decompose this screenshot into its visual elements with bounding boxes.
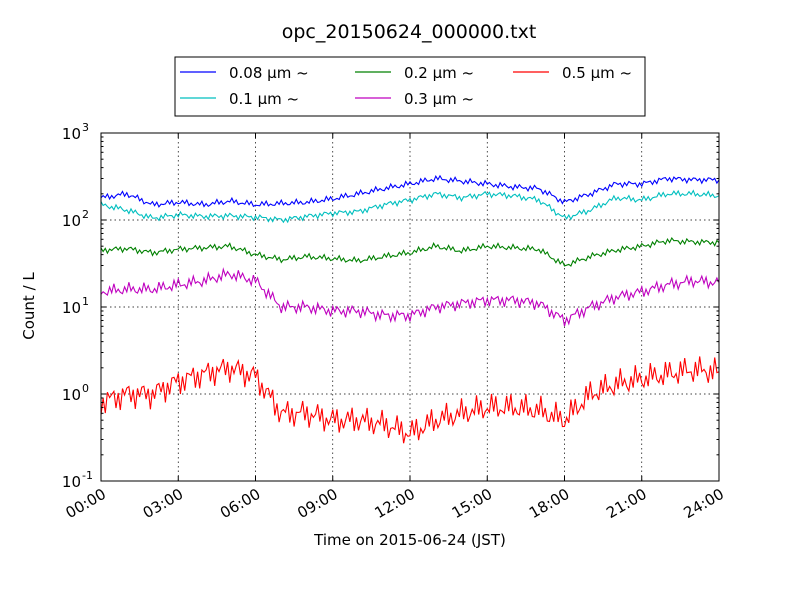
y-tick-exponent: 0 xyxy=(82,382,89,395)
y-tick-exponent: -1 xyxy=(82,469,93,482)
y-tick-exponent: 2 xyxy=(82,208,89,221)
x-tick-label: 06:00 xyxy=(217,485,263,522)
series-lines xyxy=(100,174,720,444)
y-tick-exponent: 3 xyxy=(82,121,89,134)
chart-title: opc_20150624_000000.txt xyxy=(282,21,537,43)
x-tick-label: 03:00 xyxy=(140,485,186,522)
series-line-2 xyxy=(100,189,720,224)
y-tick-label: 10 xyxy=(62,386,81,404)
series-line-3 xyxy=(100,236,720,267)
y-tick-label: 10 xyxy=(62,299,81,317)
legend-box xyxy=(174,56,646,117)
y-tick-label: 10 xyxy=(62,212,81,230)
y-tick-label: 10 xyxy=(62,125,81,143)
legend-label-1: 0.08 μm ~ xyxy=(229,64,309,82)
x-axis-label: Time on 2015-06-24 (JST) xyxy=(313,531,506,549)
legend-label-4: 0.3 μm ~ xyxy=(404,90,474,108)
x-tick-label: 21:00 xyxy=(603,485,649,522)
x-tick-label: 15:00 xyxy=(449,485,495,522)
x-axis: 00:00 03:00 06:00 09:00 12:00 15:00 18:00 21:00… xyxy=(63,133,727,522)
y-tick-exponent: 1 xyxy=(82,295,89,308)
x-tick-label: 09:00 xyxy=(294,485,340,522)
x-tick-label: 12:00 xyxy=(372,485,418,522)
legend: 0.08 μm ~ 0.1 μm ~ 0.2 μm ~ 0.3 μm ~ 0.5 μm … xyxy=(174,56,646,117)
x-tick-label: 24:00 xyxy=(681,485,727,522)
series-line-4 xyxy=(100,267,720,327)
x-tick-label: 18:00 xyxy=(526,485,572,522)
legend-label-2: 0.1 μm ~ xyxy=(229,90,299,108)
series-line-1 xyxy=(100,174,720,208)
y-axis-label: Count / L xyxy=(20,272,38,340)
series-line-5 xyxy=(100,356,720,444)
legend-label-5: 0.5 μm ~ xyxy=(562,64,632,82)
legend-label-3: 0.2 μm ~ xyxy=(404,64,474,82)
y-tick-label: 10 xyxy=(62,473,81,491)
